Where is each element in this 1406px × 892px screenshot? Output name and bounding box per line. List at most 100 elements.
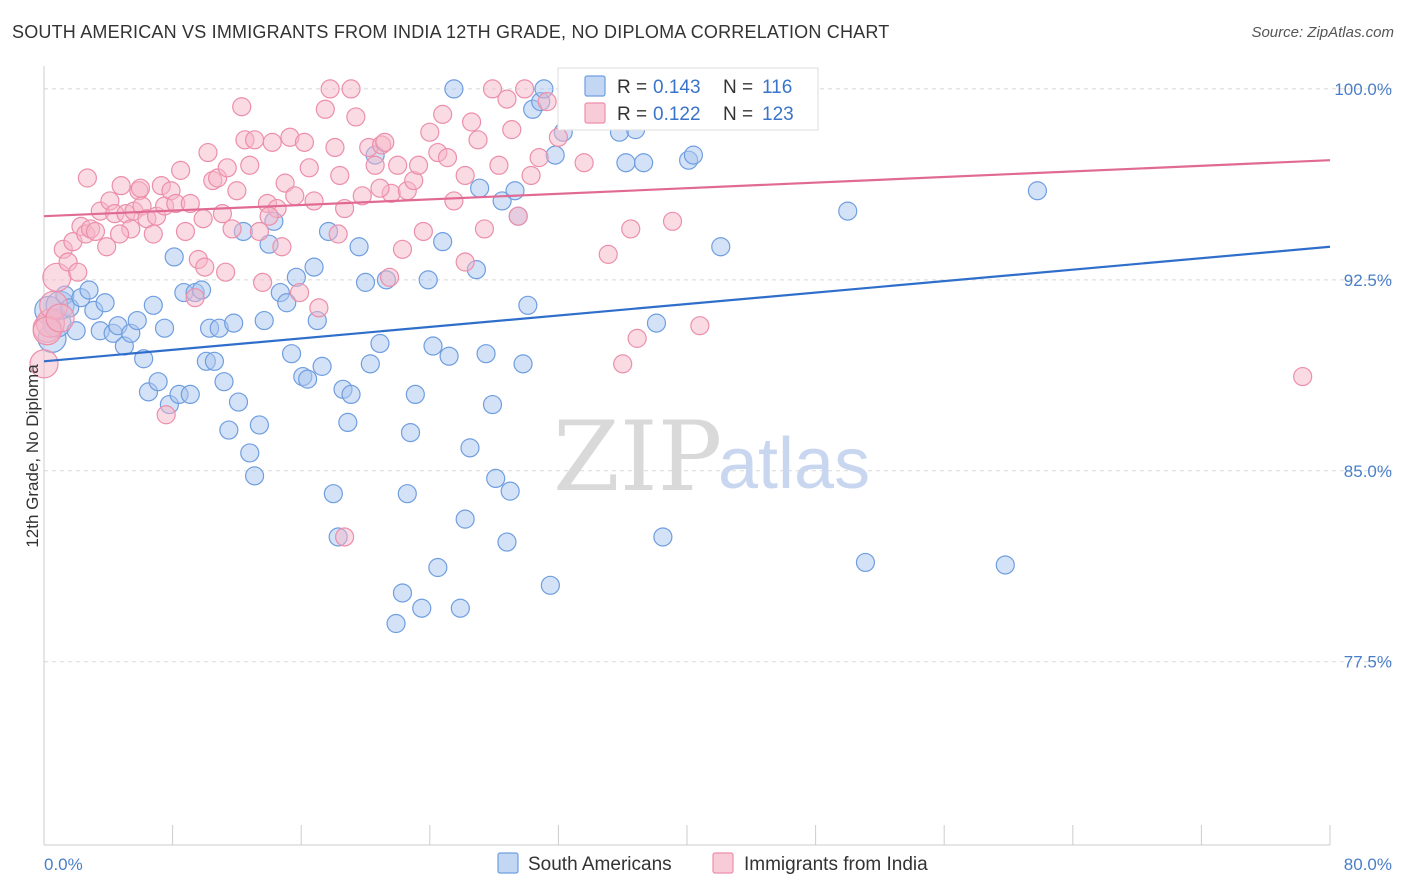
legend-n-value-pink: 123	[762, 104, 794, 125]
trendline-immigrants-india	[43, 159, 1331, 218]
immigrants-india-point	[341, 79, 361, 99]
watermark-atlas: atlas	[718, 424, 870, 504]
immigrants-india-point	[240, 155, 260, 175]
south-americans-point	[633, 153, 654, 173]
bottom-legend-swatch-blue	[497, 852, 519, 874]
immigrants-india-point	[68, 262, 88, 282]
immigrants-india-point	[352, 186, 372, 206]
immigrants-india-point	[85, 221, 106, 242]
immigrants-india-point	[613, 354, 633, 374]
south-americans-point	[470, 178, 490, 198]
immigrants-india-point	[193, 209, 213, 229]
immigrants-india-point	[198, 142, 218, 163]
immigrants-india-point	[627, 328, 647, 348]
immigrants-india-point	[455, 252, 475, 272]
south-americans-point	[400, 422, 421, 443]
south-americans-point	[711, 237, 731, 257]
watermark: ZIP atlas	[553, 401, 870, 513]
x-tick-label-1: 80.0%	[1344, 855, 1392, 874]
watermark-zip: ZIP	[553, 401, 722, 513]
immigrants-india-point	[444, 191, 464, 211]
south-americans-point	[683, 145, 704, 165]
south-americans-point	[444, 79, 464, 99]
immigrants-india-point	[521, 165, 541, 186]
immigrants-india-point	[461, 112, 482, 132]
y-axis-label: 12th Grade, No Diploma	[23, 364, 42, 548]
immigrants-india-point	[227, 181, 247, 201]
legend-swatch-pink	[584, 102, 606, 124]
immigrants-india-point	[482, 79, 503, 99]
immigrants-india-point	[508, 206, 528, 226]
south-americans-point	[455, 509, 475, 529]
immigrants-india-point	[489, 155, 509, 175]
south-americans-point	[545, 145, 565, 165]
immigrants-india-point	[380, 267, 400, 287]
immigrants-india-point	[325, 137, 345, 158]
immigrants-india-point	[497, 89, 517, 109]
source-label: Source: ZipAtlas.com	[1251, 24, 1394, 41]
tick-labels: 100.0% 92.5% 85.0% 77.5% 0.0% 80.0%	[44, 80, 1392, 874]
south-americans-point	[476, 344, 496, 364]
south-americans-point	[450, 598, 470, 618]
immigrants-india-point	[408, 155, 429, 175]
axes-layer	[43, 66, 1331, 846]
legend-swatch-blue	[584, 75, 606, 97]
south-americans-point	[338, 412, 358, 433]
immigrants-india-point	[309, 298, 329, 318]
immigrants-india-point	[185, 288, 205, 308]
bottom-legend-label-pink: Immigrants from India	[744, 854, 928, 875]
immigrants-india-point	[45, 303, 75, 333]
immigrants-india-point	[171, 160, 191, 180]
immigrants-india-point	[662, 211, 683, 231]
immigrants-india-point	[216, 262, 236, 282]
south-americans-point	[304, 257, 324, 277]
south-americans-point	[154, 318, 175, 338]
south-americans-point	[244, 466, 265, 486]
immigrants-india-point	[320, 79, 340, 99]
immigrants-india-point	[502, 120, 522, 140]
y-tick-label-0: 100.0%	[1334, 80, 1392, 99]
south-americans-point	[204, 351, 224, 371]
immigrants-india-point	[253, 272, 273, 292]
south-americans-point	[148, 372, 168, 392]
bottom-legend-label-blue: South Americans	[528, 854, 672, 875]
south-americans-point	[360, 354, 380, 374]
immigrants-india-point	[289, 282, 310, 303]
south-americans-point	[323, 484, 343, 504]
series-immigrants-india	[29, 79, 1313, 547]
south-americans-point	[341, 384, 361, 405]
south-americans-point	[180, 384, 200, 405]
immigrants-india-point	[97, 237, 117, 257]
legend-r-value-blue: 0.143	[653, 77, 701, 98]
legend-r-label-pink: R =	[617, 104, 647, 125]
south-americans-point	[397, 484, 417, 504]
legend-n-label-blue: N =	[723, 77, 753, 98]
trendlines	[43, 159, 1331, 363]
grid-layer	[44, 88, 1392, 663]
immigrants-india-point	[272, 237, 292, 257]
immigrants-india-point	[388, 155, 408, 175]
south-americans-point	[214, 372, 234, 392]
south-americans-point	[228, 392, 249, 412]
immigrants-india-point	[244, 130, 265, 150]
immigrants-india-point	[574, 153, 594, 173]
immigrants-india-point	[330, 165, 350, 186]
south-americans-point	[616, 153, 636, 173]
south-americans-point	[219, 420, 239, 440]
immigrants-india-point	[77, 168, 98, 188]
immigrants-india-point	[111, 176, 131, 196]
y-tick-label-3: 77.5%	[1344, 653, 1392, 672]
immigrants-india-point	[328, 224, 348, 244]
south-americans-point	[653, 527, 673, 547]
south-americans-point	[349, 237, 369, 257]
south-americans-point	[412, 598, 432, 618]
immigrants-india-point	[249, 221, 270, 242]
immigrants-india-point	[195, 257, 215, 277]
south-americans-point	[433, 232, 453, 252]
immigrants-india-point	[175, 221, 196, 242]
south-americans-point	[418, 270, 438, 290]
immigrants-india-point	[437, 148, 458, 168]
south-americans-point	[281, 344, 302, 364]
south-americans-point	[249, 415, 270, 435]
y-tick-label-2: 85.0%	[1344, 462, 1392, 481]
